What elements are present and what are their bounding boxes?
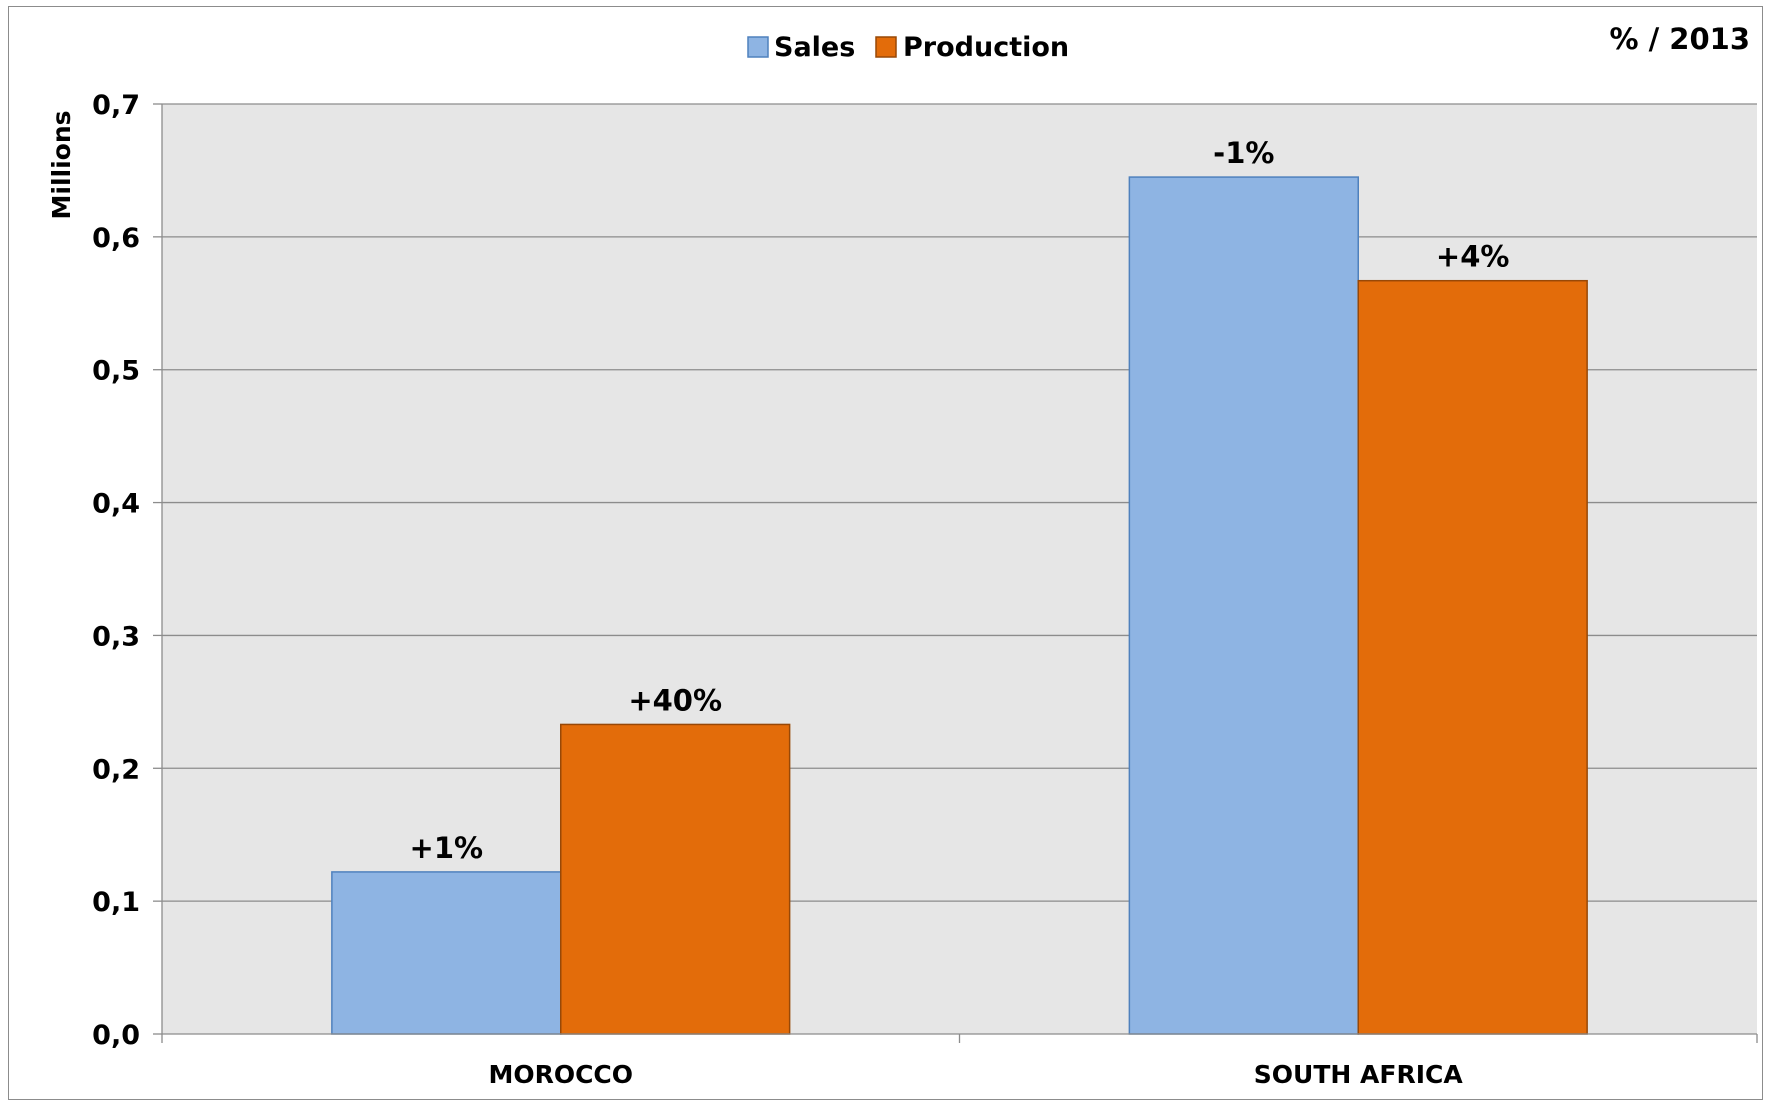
data-label: -1% bbox=[1213, 136, 1274, 170]
y-tick-label: 0,7 bbox=[92, 90, 140, 121]
legend-swatch-production bbox=[875, 36, 897, 58]
y-tick-label: 0,5 bbox=[92, 356, 140, 387]
data-labels: +1% +40% -1% +4% bbox=[410, 136, 1510, 865]
legend-swatch-sales bbox=[747, 36, 769, 58]
y-tick-label: 0,6 bbox=[92, 223, 140, 254]
data-label: +40% bbox=[628, 683, 722, 717]
percent-change-note: % / 2013 bbox=[1609, 22, 1750, 56]
x-axis: MOROCCO SOUTH AFRICA bbox=[161, 1033, 1758, 1089]
bar-production-1 bbox=[560, 723, 791, 1035]
bar-production-2 bbox=[1357, 279, 1588, 1035]
data-label: +1% bbox=[410, 831, 484, 865]
legend-label-sales: Sales bbox=[774, 32, 855, 63]
y-tick-label: 0,4 bbox=[92, 489, 140, 520]
legend: Sales Production bbox=[747, 32, 1069, 63]
y-tick-label: 0,2 bbox=[92, 754, 140, 785]
bar-sales-2 bbox=[1128, 176, 1360, 1035]
x-category-label: MOROCCO bbox=[488, 1060, 633, 1089]
x-category-label: SOUTH AFRICA bbox=[1254, 1060, 1464, 1089]
y-tick-label: 0,0 bbox=[92, 1020, 140, 1051]
y-tick-label: 0,1 bbox=[92, 887, 140, 918]
legend-label-production: Production bbox=[903, 32, 1069, 63]
y-axis: 0,0 0,1 0,2 0,3 0,4 0,5 0,6 0,7 bbox=[92, 90, 163, 1051]
y-tick-label: 0,3 bbox=[92, 621, 140, 652]
data-label: +4% bbox=[1436, 240, 1510, 274]
y-axis-title: Millions bbox=[47, 110, 76, 219]
bar-sales-1 bbox=[331, 871, 562, 1035]
